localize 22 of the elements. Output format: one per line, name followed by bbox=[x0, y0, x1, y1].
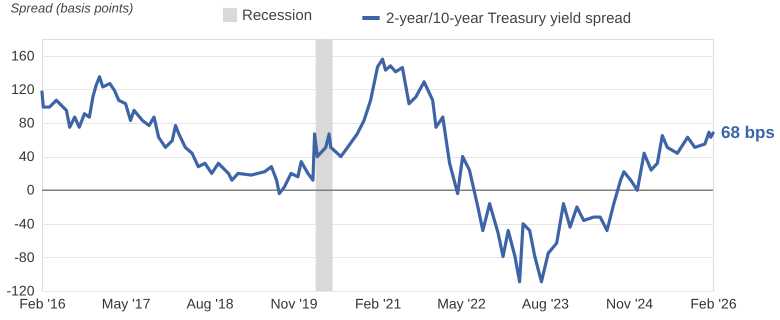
line-series bbox=[40, 58, 715, 284]
x-tick-label: May '17 bbox=[102, 296, 151, 312]
y-tick-label: 160 bbox=[11, 47, 35, 64]
y-tick-label: 40 bbox=[18, 148, 35, 164]
legend-label: Recession bbox=[242, 7, 312, 24]
annotation: 68 bps bbox=[721, 123, 775, 142]
y-axis-title: Spread (basis points) bbox=[10, 0, 134, 16]
x-tick-label: Nov '24 bbox=[606, 296, 654, 312]
x-tick-label: Feb '26 bbox=[690, 296, 737, 312]
y-tick-label: 0 bbox=[26, 182, 35, 198]
y-tick-label: -120 bbox=[6, 282, 35, 298]
y-tick-label: 120 bbox=[11, 80, 35, 97]
x-tick-label: Nov '19 bbox=[270, 296, 318, 312]
x-tick-label: Feb '16 bbox=[19, 296, 66, 312]
x-tick-label: Aug '18 bbox=[186, 296, 234, 312]
y-tick-label: 80 bbox=[18, 114, 35, 130]
y-tick-label: -40 bbox=[14, 215, 35, 232]
y-tick-label: -80 bbox=[14, 248, 35, 265]
x-tick-label: Feb '21 bbox=[354, 296, 402, 312]
legend-label: 2-year/10-year Treasury yield spread bbox=[386, 10, 632, 27]
x-tick-label: Aug '23 bbox=[522, 296, 570, 312]
x-tick-label: May '22 bbox=[437, 296, 486, 312]
